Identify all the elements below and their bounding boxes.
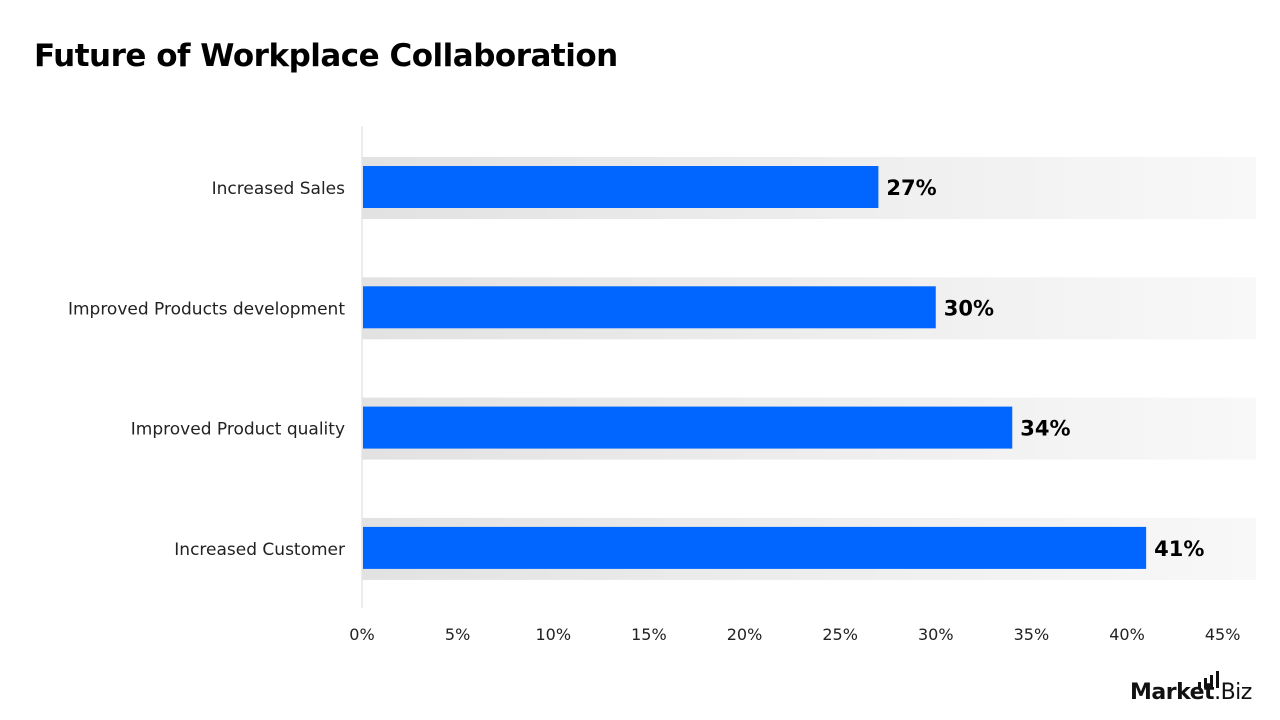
category-label: Increased Sales: [212, 179, 346, 199]
logo-text-rest: .Biz: [1214, 680, 1252, 705]
bar: [363, 526, 1147, 569]
bar: [363, 406, 1013, 449]
x-tick-label: 5%: [445, 625, 470, 644]
x-tick-label: 0%: [349, 625, 374, 644]
marketbiz-logo: Market.Biz: [1130, 670, 1260, 710]
category-label: Improved Products development: [68, 299, 345, 319]
data-label: 41%: [1154, 537, 1204, 561]
x-tick-label: 20%: [727, 625, 763, 644]
category-label: Improved Product quality: [131, 420, 345, 440]
bar: [363, 166, 879, 208]
x-tick-label: 35%: [1014, 625, 1050, 644]
x-tick-label: 15%: [631, 625, 667, 644]
chart-title: Future of Workplace Collaboration: [34, 38, 618, 74]
x-tick-label: 10%: [535, 625, 571, 644]
bar: [363, 286, 936, 329]
x-tick-label: 30%: [918, 625, 954, 644]
x-tick-label: 25%: [822, 625, 858, 644]
logo-text-bold: Market: [1130, 680, 1215, 705]
data-label: 30%: [944, 296, 994, 320]
data-label: 27%: [886, 176, 936, 200]
x-tick-label: 45%: [1205, 625, 1241, 644]
data-label: 34%: [1020, 417, 1070, 441]
x-tick-label: 40%: [1109, 625, 1145, 644]
logo-bars-icon: [1198, 671, 1219, 688]
category-label: Increased Customer: [174, 540, 345, 560]
